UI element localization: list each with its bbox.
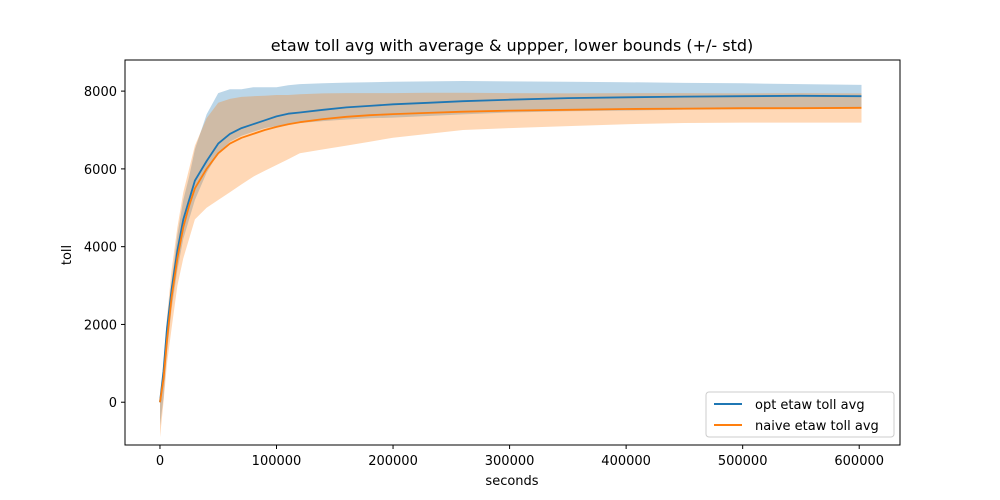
legend-box: [705, 391, 895, 438]
y-tick-label: 6000: [84, 163, 117, 178]
x-tick-label: 300000: [485, 454, 535, 469]
y-tick-label: 4000: [84, 241, 117, 256]
plot-area: 0 100000 200000 300000 400000 500000 600000 0 20…: [84, 59, 901, 469]
std-band-series-1: [160, 81, 862, 426]
x-tick-label: 500000: [718, 454, 768, 469]
y-axis-label: toll: [60, 245, 75, 265]
y-tick-label: 2000: [84, 318, 117, 333]
legend: opt etaw toll avg naive etaw toll avg: [705, 391, 895, 438]
x-tick-label: 600000: [834, 454, 884, 469]
legend-label-series-2: naive etaw toll avg: [755, 419, 879, 434]
mean-line-series-2: [159, 106, 862, 403]
chart-title: etaw toll avg with average & uppper, low…: [271, 36, 754, 55]
y-tick-label: 0: [109, 396, 117, 411]
mean-line-series-1: [159, 94, 862, 403]
x-tick-label: 200000: [368, 454, 418, 469]
x-tick-label: 0: [156, 454, 164, 469]
x-tick-label: 400000: [601, 454, 651, 469]
y-tick-label: 8000: [84, 85, 117, 100]
axes-frame: [124, 59, 901, 446]
std-band-series-2: [160, 92, 862, 438]
legend-label-series-1: opt etaw toll avg: [755, 398, 865, 413]
x-axis-label: seconds: [485, 474, 538, 489]
x-tick-label: 100000: [252, 454, 302, 469]
